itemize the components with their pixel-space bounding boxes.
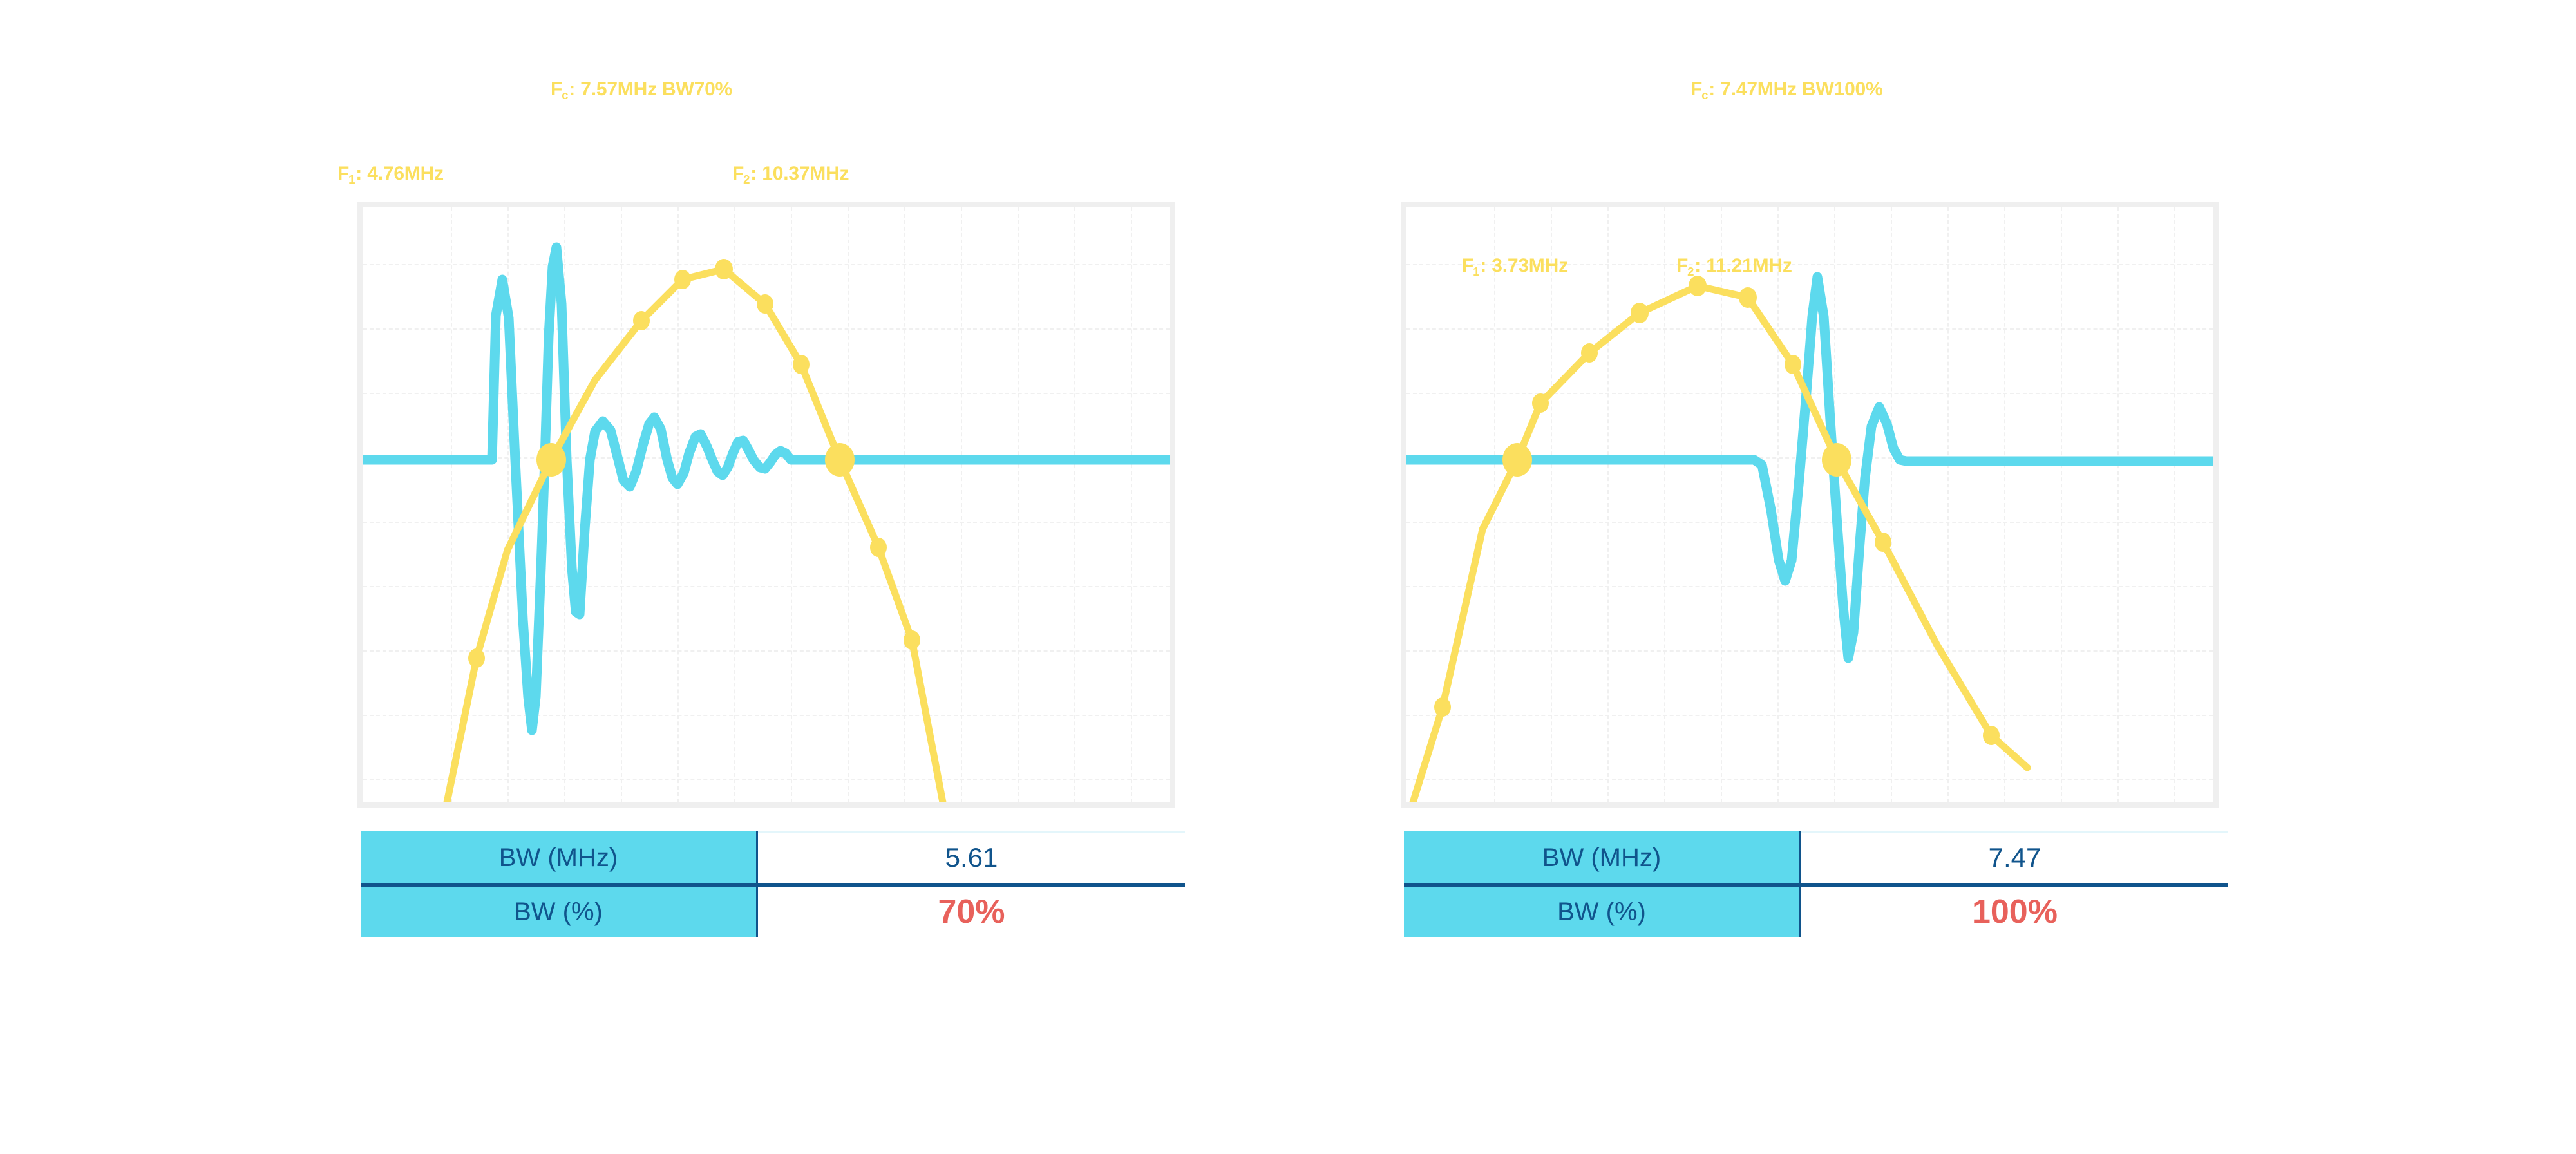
annotation-f1-70: F1: 4.76MHz bbox=[337, 163, 444, 186]
annot-f2-text: : 10.37MHz bbox=[750, 163, 849, 184]
data-point-marker bbox=[1631, 303, 1649, 323]
annot-f2-prefix: F bbox=[1676, 255, 1689, 276]
annot-f1-prefix: F bbox=[337, 163, 350, 184]
table-value-bw-mhz: 5.61 bbox=[757, 831, 1185, 887]
data-point-marker-f2 bbox=[825, 443, 855, 477]
table-value-bw-pct: 100% bbox=[1800, 885, 2228, 937]
data-point-marker-f1 bbox=[536, 443, 566, 477]
annot-f1-text: : 4.76MHz bbox=[355, 163, 444, 184]
annot-f1-sub: 1 bbox=[348, 173, 355, 186]
data-point-marker bbox=[1581, 343, 1598, 363]
annot-fc-prefix: F bbox=[551, 79, 563, 100]
table-header-bw-mhz: BW (MHz) bbox=[1404, 831, 1801, 887]
table-row: BW (MHz) 7.47 bbox=[1404, 831, 2228, 887]
plot-svg-70 bbox=[363, 242, 1170, 802]
annot-fc-text: : 7.57MHz BW70% bbox=[569, 79, 733, 100]
plot-svg-100 bbox=[1406, 272, 2213, 802]
annot-f1-sub: 1 bbox=[1473, 265, 1480, 278]
table-header-bw-pct: BW (%) bbox=[1404, 885, 1801, 937]
data-point-marker bbox=[1875, 533, 1891, 552]
bandwidth-table-70: BW (MHz) 5.61 BW (%) 70% bbox=[361, 831, 1185, 937]
data-point-marker bbox=[1785, 355, 1801, 374]
pulse-waveform-70 bbox=[363, 242, 1170, 735]
annot-fc-prefix: F bbox=[1690, 79, 1703, 100]
data-point-marker bbox=[1739, 287, 1757, 308]
annot-fc-sub: c bbox=[1701, 88, 1709, 102]
bandwidth-table-100: BW (MHz) 7.47 BW (%) 100% bbox=[1404, 831, 2228, 937]
annotation-f2-70: F2: 10.37MHz bbox=[732, 163, 849, 186]
table-header-bw-pct: BW (%) bbox=[361, 885, 758, 937]
table-value-bw-pct: 70% bbox=[757, 885, 1185, 937]
annot-f2-prefix: F bbox=[732, 163, 744, 184]
annot-f2-sub: 2 bbox=[1687, 265, 1694, 278]
annotation-center-frequency-100: Fc: 7.47MHz BW100% bbox=[1690, 79, 1883, 102]
data-point-marker bbox=[1983, 726, 2000, 745]
annot-f1-prefix: F bbox=[1462, 255, 1474, 276]
plot-inner-70 bbox=[363, 207, 1170, 802]
data-point-marker bbox=[757, 294, 773, 314]
data-point-marker-f1 bbox=[1502, 443, 1532, 477]
plot-frame-70 bbox=[357, 202, 1175, 808]
data-point-marker bbox=[674, 270, 691, 289]
data-point-marker-fc bbox=[715, 259, 733, 279]
data-point-marker bbox=[1434, 697, 1451, 717]
data-point-marker bbox=[904, 630, 920, 650]
data-point-marker-fc bbox=[1689, 276, 1707, 296]
table-value-bw-mhz: 7.47 bbox=[1800, 831, 2228, 887]
plot-inner-100 bbox=[1406, 207, 2213, 802]
table-row: BW (%) 100% bbox=[1404, 885, 2228, 937]
annot-fc-text: : 7.47MHz BW100% bbox=[1709, 79, 1883, 100]
annotation-f2-100: F2: 11.21MHz bbox=[1676, 255, 1792, 278]
data-point-marker bbox=[793, 355, 810, 374]
data-point-marker bbox=[468, 648, 485, 668]
annot-fc-sub: c bbox=[562, 88, 569, 102]
panel-bw-70: Fc: 7.57MHz BW70% F1: 4.76MHz F2: 10.37M… bbox=[335, 0, 1185, 1154]
panel-bw-100: Fc: 7.47MHz BW100% F1: 3.73MHz F2: 11.21… bbox=[1378, 0, 2228, 1154]
table-row: BW (MHz) 5.61 bbox=[361, 831, 1185, 887]
table-row: BW (%) 70% bbox=[361, 885, 1185, 937]
data-point-marker bbox=[870, 538, 887, 557]
data-point-marker-f2 bbox=[1822, 443, 1852, 477]
annot-f2-text: : 11.21MHz bbox=[1694, 255, 1792, 276]
spectrum-curve-100 bbox=[1409, 282, 2031, 802]
annot-f2-sub: 2 bbox=[743, 173, 750, 186]
plot-frame-100 bbox=[1401, 202, 2219, 808]
annotation-f1-100: F1: 3.73MHz bbox=[1462, 255, 1568, 278]
data-point-marker bbox=[633, 311, 650, 330]
annotation-center-frequency-70: Fc: 7.57MHz BW70% bbox=[551, 79, 733, 102]
annot-f1-text: : 3.73MHz bbox=[1480, 255, 1568, 276]
spectrum-curve-70 bbox=[443, 265, 947, 802]
data-point-marker bbox=[1532, 393, 1549, 413]
table-header-bw-mhz: BW (MHz) bbox=[361, 831, 758, 887]
